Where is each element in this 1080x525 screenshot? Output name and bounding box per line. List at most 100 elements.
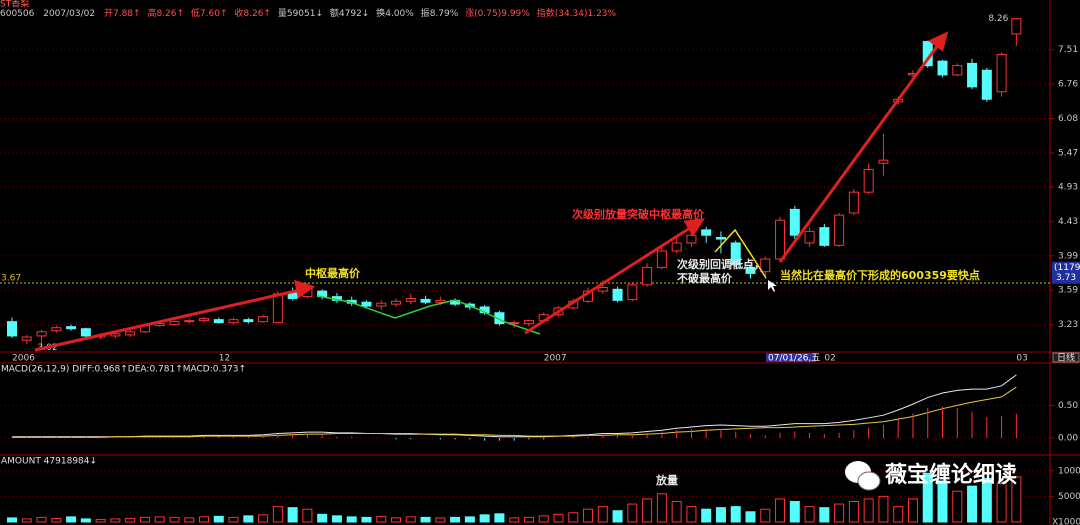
- candle-body: [21, 336, 32, 341]
- amount-bar: [80, 518, 91, 523]
- candle-body: [184, 320, 195, 323]
- amount-bar: [509, 517, 520, 523]
- candle-body: [51, 327, 62, 332]
- amount-bar: [745, 511, 756, 523]
- plot-area: 3.23 3.59 3.99 4.43 4.93 5.47 6.08 6.76 7.51 2006…: [0, 14, 1080, 525]
- candle-body: [834, 214, 845, 246]
- period-tab[interactable]: [1052, 352, 1080, 363]
- candle-body: [154, 323, 165, 327]
- y-tick-label: 100000: [1058, 466, 1080, 476]
- candle-body: [715, 237, 726, 240]
- amount-bar: [450, 516, 461, 523]
- candle-body: [228, 319, 239, 324]
- amount-bar: [258, 514, 269, 523]
- amount-bar: [66, 516, 77, 523]
- candle-body: [730, 242, 741, 266]
- amount-bar: [331, 515, 342, 523]
- amount-bar: [937, 480, 948, 523]
- candle-body: [612, 288, 623, 301]
- amount-bar: [494, 513, 505, 523]
- candle-body: [775, 219, 786, 260]
- watermark: 薇宝缠论细读: [845, 461, 1017, 491]
- candle-body: [110, 333, 121, 337]
- candle-body: [405, 297, 416, 302]
- amount-bar: [848, 501, 859, 523]
- annotation: 不破最高价: [677, 271, 733, 285]
- y-tick-label: 6.08: [1058, 114, 1078, 124]
- amount-bar: [789, 501, 800, 523]
- header-item: 涨(0.75)9.99%: [465, 8, 530, 19]
- amount-bar: [420, 516, 431, 523]
- candle-body: [701, 229, 712, 236]
- header-item: 换4.00%: [376, 7, 414, 19]
- y-tick-label: 0.50: [1058, 401, 1078, 411]
- candle-body: [952, 65, 963, 76]
- candle-body: [627, 284, 638, 300]
- y-tick-label: 4.43: [1058, 217, 1078, 227]
- arrow: [34, 288, 301, 352]
- annotation: 中枢最高价: [305, 266, 361, 280]
- amount-bar: [110, 518, 121, 523]
- candle-body: [435, 299, 446, 303]
- amount-bar: [612, 510, 623, 523]
- header-item: 振8.79%: [421, 7, 459, 19]
- amount-bar: [51, 517, 62, 523]
- amount-bar: [553, 513, 564, 523]
- amount-bar: [834, 503, 845, 523]
- annotation: 放量: [655, 473, 678, 487]
- amount-bar: [154, 516, 165, 523]
- amount-bar: [878, 495, 889, 523]
- candle-body: [642, 266, 653, 286]
- y-tick-label: 7.51: [1058, 45, 1078, 55]
- candle-body: [760, 258, 771, 273]
- header-item: 收8.26↑: [234, 7, 271, 19]
- candle-body: [243, 319, 254, 323]
- candle-body: [597, 286, 608, 292]
- header-item: 开7.88↑: [104, 8, 141, 19]
- cursor-price-box: [1052, 261, 1080, 284]
- amount-bar: [804, 506, 815, 523]
- amount-bar: [671, 501, 682, 523]
- level-label: 3.67: [1, 274, 21, 284]
- panel-title: MACD(26,12,9) DIFF:0.968↑DEA:0.781↑MACD:…: [1, 365, 246, 375]
- amount-bar: [272, 506, 283, 523]
- amount-bar: [243, 515, 254, 523]
- candle-body: [213, 319, 224, 324]
- annotation: 次级别放量突破中枢最高价: [572, 207, 705, 221]
- candle-body: [391, 300, 402, 305]
- amount-bar: [435, 517, 446, 523]
- amount-bar: [996, 483, 1007, 523]
- amount-bar: [376, 515, 387, 523]
- amount-bar: [863, 498, 874, 523]
- arrow-head: [293, 279, 316, 299]
- annotation: 次级别回调低点，: [677, 257, 765, 271]
- amount-bar: [479, 514, 490, 523]
- amount-bar: [893, 506, 904, 523]
- unit-label: X1000: [1052, 518, 1080, 525]
- candle-body: [258, 316, 269, 323]
- trend-arrows: [34, 31, 949, 352]
- header-item: 量59051↓: [278, 8, 323, 19]
- arrow-head: [683, 218, 705, 237]
- y-tick-label: 4.93: [1058, 182, 1078, 192]
- candle-body: [376, 302, 387, 307]
- amount-bar: [139, 516, 150, 523]
- stroke-line: [317, 295, 541, 335]
- amount-bar: [464, 516, 475, 523]
- header-item: 指数(34.34)1.23%: [537, 7, 617, 19]
- header-item: 高8.26↑: [147, 7, 184, 19]
- amount-bar: [597, 506, 608, 523]
- y-tick-label: 3.59: [1058, 286, 1078, 296]
- candle-body: [80, 328, 91, 337]
- candle-body: [804, 230, 815, 244]
- amount-bar: [287, 507, 298, 523]
- high-marker: 8.26: [988, 14, 1008, 24]
- cursor-date: 07/01/26,五: [768, 354, 820, 364]
- period-tab-label[interactable]: 日线: [1057, 352, 1075, 364]
- x-tick-label: 02: [824, 354, 835, 364]
- amount-bar: [819, 507, 830, 523]
- amount-bar: [583, 508, 594, 523]
- header-item: 低7.60↑: [191, 7, 228, 19]
- header-item: 额4792↓: [330, 7, 369, 19]
